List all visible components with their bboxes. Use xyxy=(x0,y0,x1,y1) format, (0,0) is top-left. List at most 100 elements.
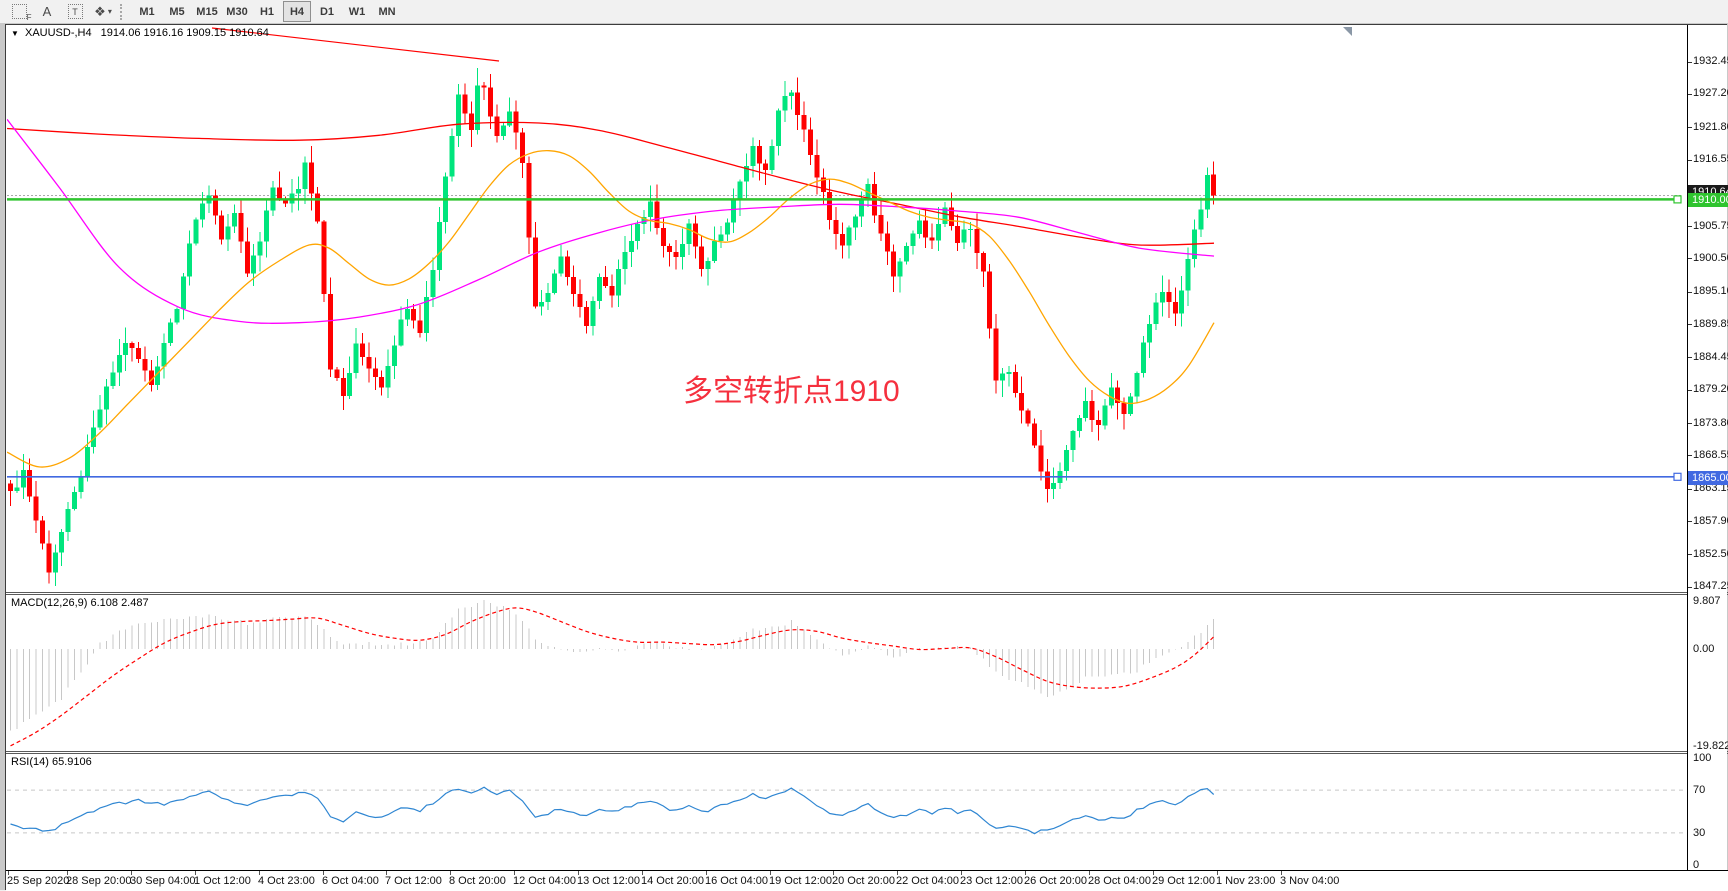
label-t-icon: T xyxy=(67,4,83,19)
workspace: ▼ XAUUSD-,H4 1914.06 1916.16 1909.15 191… xyxy=(0,23,1728,891)
timeframe-button-H4[interactable]: H4 xyxy=(283,1,311,22)
time-tick-mark xyxy=(514,871,515,875)
symbol-dropdown-icon[interactable]: ▼ xyxy=(11,29,19,38)
time-axis-label: 22 Oct 04:00 xyxy=(896,875,959,887)
ma-medium-line xyxy=(7,118,1215,324)
price-tick-mark xyxy=(1688,127,1692,129)
price-tick-label: 1852.50 xyxy=(1693,547,1728,560)
price-tick-mark xyxy=(1688,258,1692,260)
time-axis-label: 3 Nov 04:00 xyxy=(1280,875,1340,887)
rsi-value: 65.9106 xyxy=(51,756,92,768)
price-tick-mark xyxy=(1688,423,1692,425)
price-tick-mark xyxy=(1688,554,1692,556)
time-axis[interactable]: 25 Sep 2020 28 Sep 20:00 30 Sep 04:00 1 Oct… xyxy=(6,870,1728,891)
panel-separator[interactable] xyxy=(6,592,1728,593)
timeframe-button-M5[interactable]: M5 xyxy=(169,5,185,18)
text-tool-button[interactable]: A xyxy=(34,1,60,22)
price-tick-mark xyxy=(1688,324,1692,326)
rsi-panel: RSI(14) 65.9106 xyxy=(7,754,1688,869)
bull-candle-bodies xyxy=(14,85,1210,573)
price-tick-label: 1847.25 xyxy=(1693,580,1728,593)
price-tick-label: 1868.55 xyxy=(1693,448,1728,461)
chart-annotation-text[interactable]: 多空转折点1910 xyxy=(683,375,900,408)
time-tick-mark xyxy=(578,871,579,875)
price-tick-label: 1932.45 xyxy=(1693,55,1728,68)
time-axis-label: 12 Oct 04:00 xyxy=(513,875,576,887)
panel-separator[interactable] xyxy=(6,751,1728,752)
time-tick-mark xyxy=(1281,871,1282,875)
panel-separator[interactable] xyxy=(6,753,1728,754)
time-tick-mark xyxy=(131,871,132,875)
time-tick-mark xyxy=(259,871,260,875)
macd-axis-label: 0.00 xyxy=(1693,642,1715,655)
time-axis-label: 23 Oct 12:00 xyxy=(960,875,1023,887)
price-axis[interactable]: 1932.45 1927.20 1921.80 1916.55 1905.75 1900.… xyxy=(1687,25,1728,871)
price-tick-label: 1889.85 xyxy=(1693,317,1728,330)
time-axis-label: 20 Oct 20:00 xyxy=(832,875,895,887)
price-tick-label: 1857.90 xyxy=(1693,514,1728,527)
price-tick-label: 1905.75 xyxy=(1693,219,1728,232)
time-axis-label: 6 Oct 04:00 xyxy=(322,875,379,887)
price-tick-mark xyxy=(1688,488,1692,490)
timeframe-button-M1[interactable]: M1 xyxy=(139,5,155,18)
chart-shift-marker[interactable] xyxy=(1343,27,1352,36)
main-price-panel[interactable]: ▼ XAUUSD-,H4 1914.06 1916.16 1909.15 191… xyxy=(7,25,1688,592)
rsi-axis-label: 0 xyxy=(1693,859,1700,871)
price-tick-label: 1921.80 xyxy=(1693,120,1728,133)
time-axis-label: 16 Oct 04:00 xyxy=(705,875,768,887)
macd-panel: MACD(12,26,9) 6.108 2.487 xyxy=(7,595,1688,751)
time-tick-mark xyxy=(642,871,643,875)
support-line-handle[interactable] xyxy=(1673,472,1682,481)
support-line-price-chip: 1865.00 xyxy=(1688,470,1728,485)
price-tick-mark xyxy=(1688,226,1692,228)
arrows-tool-button[interactable]: ❖ ▾ xyxy=(90,1,116,22)
price-tick-label: 1879.20 xyxy=(1693,383,1728,396)
rsi-axis-label: 100 xyxy=(1693,752,1712,764)
time-axis-label: 25 Sep 2020 xyxy=(7,875,70,887)
text-a-icon: A xyxy=(42,4,52,19)
toolbar-grip[interactable] xyxy=(120,3,129,20)
price-tick-mark xyxy=(1688,159,1692,161)
timeframe-button-D1[interactable]: D1 xyxy=(319,5,335,18)
time-tick-mark xyxy=(961,871,962,875)
macd-axis-label: 9.807 xyxy=(1693,595,1721,607)
macd-histogram xyxy=(10,599,1215,731)
resistance-line-handle[interactable] xyxy=(1673,195,1682,204)
time-axis-label: 14 Oct 20:00 xyxy=(641,875,704,887)
price-tick-mark xyxy=(1688,455,1692,457)
timeframe-button-H1[interactable]: H1 xyxy=(259,5,275,18)
timeframe-button-W1[interactable]: W1 xyxy=(348,5,366,18)
time-tick-mark xyxy=(8,871,9,875)
bear-candle-wicks xyxy=(10,73,1215,584)
price-tick-label: 1927.20 xyxy=(1693,87,1728,100)
panel-separator[interactable] xyxy=(6,594,1728,595)
rsi-line xyxy=(10,786,1215,835)
price-tick-mark xyxy=(1688,291,1692,293)
timeframe-button-MN[interactable]: MN xyxy=(378,5,396,18)
template-f-icon[interactable]: F xyxy=(6,1,32,22)
timeframe-button-M15[interactable]: M15 xyxy=(196,5,218,18)
time-tick-mark xyxy=(386,871,387,875)
trend-line[interactable] xyxy=(211,27,500,62)
timeframe-button-M30[interactable]: M30 xyxy=(226,5,248,18)
chart-title: ▼ XAUUSD-,H4 1914.06 1916.16 1909.15 191… xyxy=(11,27,269,39)
price-tick-mark xyxy=(1688,93,1692,95)
time-tick-mark xyxy=(450,871,451,875)
time-tick-mark xyxy=(67,871,68,875)
ma-fast-line xyxy=(7,149,1215,468)
resistance-line-price-chip: 1910.00 xyxy=(1688,193,1728,208)
label-tool-button[interactable]: T xyxy=(62,1,88,22)
chevron-down-icon[interactable]: ▾ xyxy=(107,7,112,16)
time-axis-label: 8 Oct 20:00 xyxy=(449,875,506,887)
bear-candle-bodies xyxy=(8,85,1217,573)
time-axis-label: 1 Nov 23:00 xyxy=(1216,875,1276,887)
rsi-axis-label: 30 xyxy=(1693,826,1706,839)
bull-candle-wicks xyxy=(16,68,1208,586)
symbol-period-label: XAUUSD-,H4 xyxy=(24,27,92,39)
price-tick-label: 1895.10 xyxy=(1693,285,1728,298)
rsi-svg xyxy=(7,786,1688,835)
time-tick-mark xyxy=(833,871,834,875)
time-axis-label: 29 Oct 12:00 xyxy=(1152,875,1215,887)
macd-label: MACD(12,26,9) 6.108 2.487 xyxy=(11,597,149,609)
time-tick-mark xyxy=(706,871,707,875)
